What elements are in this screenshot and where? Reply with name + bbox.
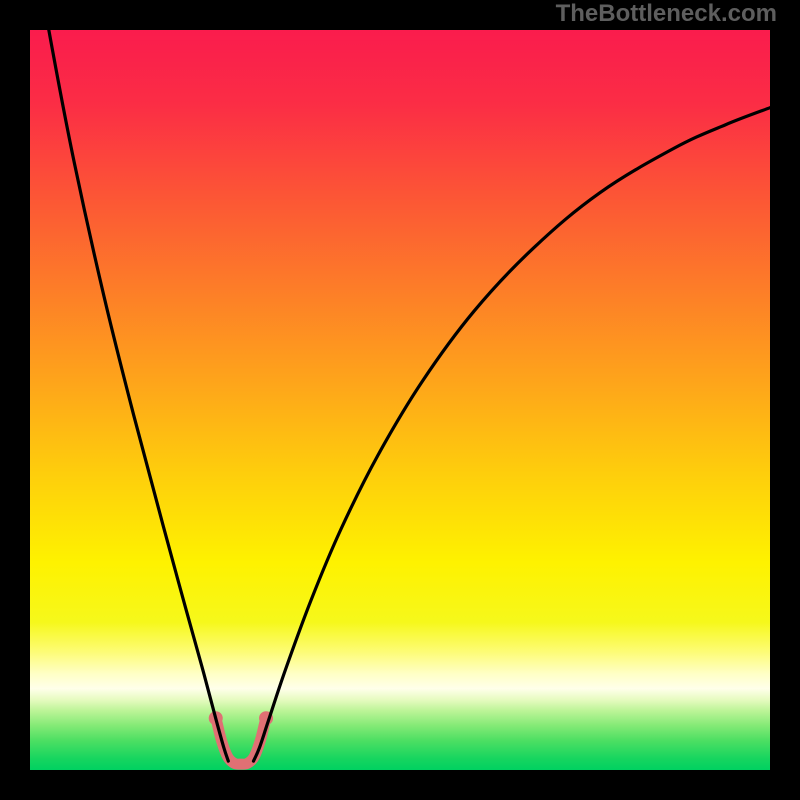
- chart-svg: [30, 30, 770, 770]
- plot-area: [30, 30, 770, 770]
- chart-background: [30, 30, 770, 770]
- watermark-label: TheBottleneck.com: [556, 0, 777, 28]
